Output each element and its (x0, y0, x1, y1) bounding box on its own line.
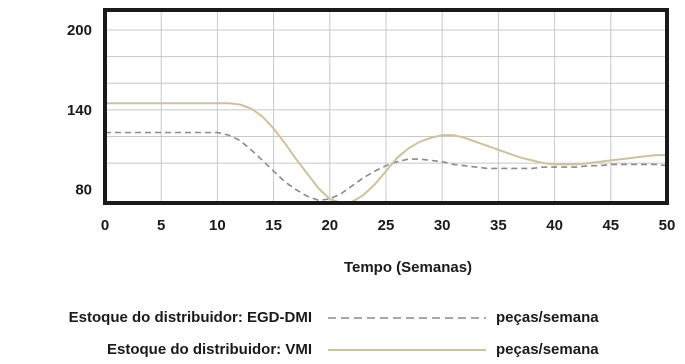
x-tick-0: 0 (101, 217, 109, 234)
x-tick-45: 45 (602, 217, 619, 234)
x-tick-20: 20 (321, 217, 338, 234)
x-tick-15: 15 (265, 217, 282, 234)
y-tick-200: 200 (67, 22, 92, 39)
x-tick-5: 5 (157, 217, 165, 234)
x-tick-50: 50 (659, 217, 676, 234)
legend-swatch-vmi (328, 349, 486, 351)
legend-unit-egd-dmi: peças/semana (496, 309, 599, 326)
y-tick-80: 80 (75, 182, 92, 199)
series-line-1 (105, 102, 667, 204)
x-axis-label: Tempo (Semanas) (344, 259, 472, 276)
x-tick-labels: 0 5 10 15 20 25 30 35 40 45 50 (101, 217, 676, 234)
x-tick-35: 35 (490, 217, 507, 234)
legend-unit-vmi: peças/semana (496, 341, 599, 358)
x-tick-40: 40 (546, 217, 563, 234)
x-tick-25: 25 (378, 217, 395, 234)
chart: 80 140 200 0 5 10 15 20 25 30 35 40 45 50 Tempo (Sem… (67, 8, 676, 276)
x-tick-10: 10 (209, 217, 226, 234)
y-tick-140: 140 (67, 102, 92, 119)
plot-frame (103, 8, 669, 205)
x-tick-30: 30 (434, 217, 451, 234)
series-layer (105, 102, 668, 204)
legend-label-vmi: Estoque do distribuidor: VMI (107, 341, 312, 358)
legend-swatch-egd-dmi (328, 317, 486, 319)
legend-label-egd-dmi: Estoque do distribuidor: EGD-DMI (68, 309, 312, 326)
grid (105, 10, 667, 203)
series-line-0 (105, 131, 668, 202)
y-tick-labels: 80 140 200 (67, 22, 92, 199)
